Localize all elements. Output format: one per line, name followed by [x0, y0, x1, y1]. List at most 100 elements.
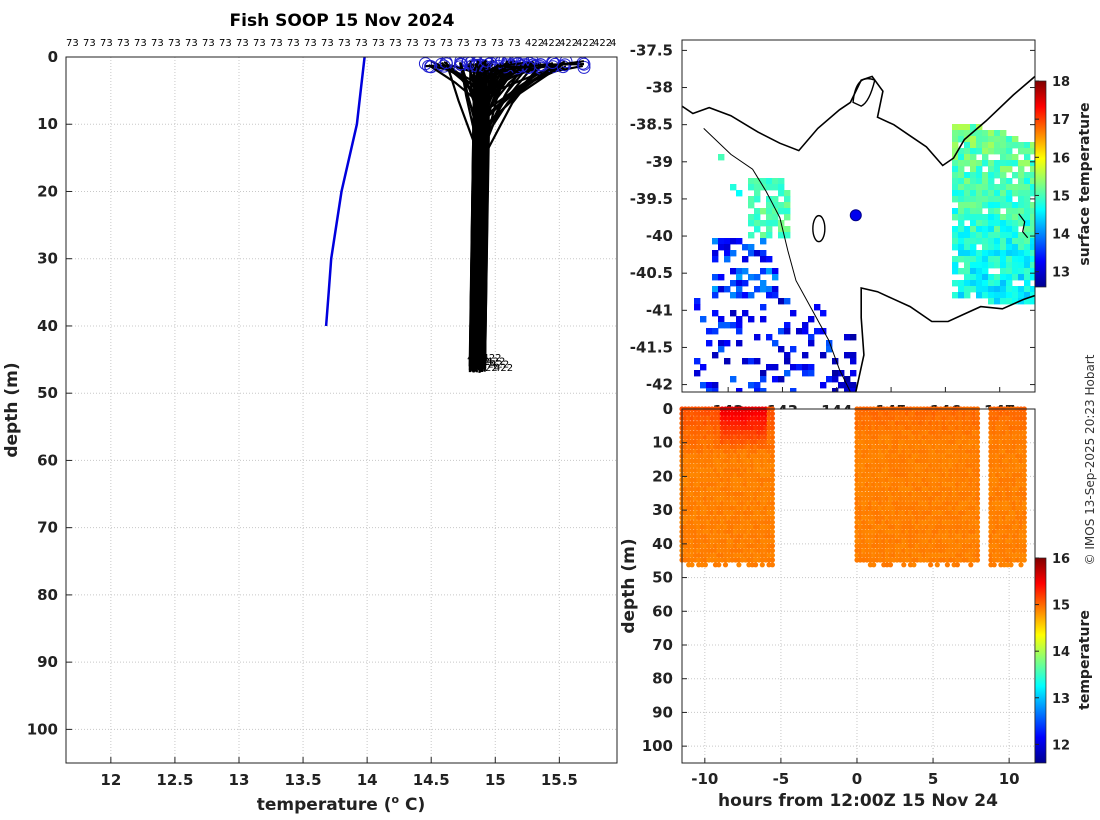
sst-pixel [994, 226, 1001, 233]
sst-pixel [718, 322, 725, 329]
profile-end-label: 422 [490, 360, 509, 371]
sst-pixel [970, 214, 977, 221]
sst-pixel [766, 292, 773, 299]
section-sample-point [1021, 420, 1027, 426]
sst-pixel [964, 178, 971, 185]
sst-pixel [766, 226, 773, 233]
sst-pixel [736, 280, 743, 287]
sst-pixel [1000, 280, 1007, 287]
sst-pixel [994, 256, 1001, 263]
sst-pixel [730, 184, 737, 191]
sst-pixel [1030, 178, 1035, 185]
sst-pixel [952, 172, 959, 179]
sst-pixel [970, 268, 977, 275]
sst-pixel [802, 370, 809, 377]
sst-pixel [778, 178, 785, 185]
sst-pixel [706, 382, 713, 389]
sst-pixel [1000, 298, 1007, 305]
sst-pixel [988, 298, 995, 305]
section-sample-point [974, 434, 981, 440]
section-sample-point [769, 529, 776, 535]
sst-pixel [844, 352, 851, 359]
section-sample-point [974, 519, 981, 525]
sst-pixel [982, 220, 989, 227]
sst-pixel [1018, 172, 1025, 179]
x-tick-label: 12 [100, 771, 121, 789]
sst-pixel [976, 214, 983, 221]
sst-pixel [1024, 298, 1031, 305]
x-label-degree: o [392, 793, 400, 806]
profile-x-label: temperature (o C) [257, 793, 426, 815]
sst-pixel [790, 310, 797, 317]
sst-pixel [1012, 292, 1019, 299]
sst-pixel [1012, 298, 1019, 305]
section-sample-point [769, 444, 776, 450]
sst-pixel [964, 238, 971, 245]
sst-pixel [1030, 274, 1035, 281]
sst-pixel [766, 232, 773, 239]
sst-pixel [964, 244, 971, 251]
lat-tick-label: -40.5 [630, 264, 673, 282]
sst-pixel [766, 286, 773, 293]
top-label: 73 [117, 38, 130, 49]
sst-pixel [1000, 166, 1007, 173]
sst-pixel [1018, 292, 1025, 299]
sst-pixel [1024, 190, 1031, 197]
sst-pixel [952, 280, 959, 287]
sst-pixel [748, 244, 755, 251]
sst-pixel [754, 334, 761, 341]
sst-pixel [970, 196, 977, 203]
section-x-tick-label: 0 [852, 770, 862, 788]
sst-pixel [988, 184, 995, 191]
top-label: 73 [389, 38, 402, 49]
sst-pixel [736, 328, 743, 335]
sst-pixel [712, 328, 719, 335]
sst-pixel [952, 256, 959, 263]
sst-pixel [964, 184, 971, 191]
sst-pixel [832, 370, 839, 377]
section-sample-point [974, 538, 981, 544]
sst-pixel [1006, 202, 1013, 209]
sst-pixel [706, 328, 713, 335]
sst-pixel [1006, 286, 1013, 293]
section-sample-point [974, 486, 981, 492]
sst-pixel [706, 340, 713, 347]
sst-pixel [760, 304, 767, 311]
sst-pixel [994, 166, 1001, 173]
surface-marker [577, 60, 591, 74]
section-sample-point [722, 562, 729, 568]
top-label: 73 [219, 38, 232, 49]
sst-pixel [952, 262, 959, 269]
sst-pixel [970, 232, 977, 239]
sst-pixel [772, 220, 779, 227]
sst-pixel [718, 340, 725, 347]
y-tick-label: 40 [37, 317, 58, 335]
sst-pixel [1000, 196, 1007, 203]
sst-pixel [952, 148, 959, 155]
sst-pixel [1006, 280, 1013, 287]
sst-pixel [970, 238, 977, 245]
sst-pixel [748, 382, 755, 389]
sst-pixel [844, 376, 851, 383]
section-sample-point [769, 486, 776, 492]
sst-pixel [958, 190, 965, 197]
section-y-tick-label: 70 [652, 636, 673, 654]
sst-pixel [994, 172, 1001, 179]
sst-pixel [1024, 214, 1031, 221]
section-sample-point [769, 467, 776, 473]
sst-pixel [754, 358, 761, 365]
sst-pixel [748, 232, 755, 239]
sst-pixel [994, 202, 1001, 209]
section-sample-point [1021, 453, 1027, 459]
sst-pixel [1000, 130, 1007, 137]
sst-pixel [988, 202, 995, 209]
sst-pixel [1030, 166, 1035, 173]
sst-pixel [784, 232, 791, 239]
sst-pixel [814, 304, 821, 311]
sst-pixel [1024, 160, 1031, 167]
sst-pixel [772, 202, 779, 209]
sst-pixel [1000, 268, 1007, 275]
sst-pixel [760, 280, 767, 287]
section-sample-point [974, 439, 981, 445]
